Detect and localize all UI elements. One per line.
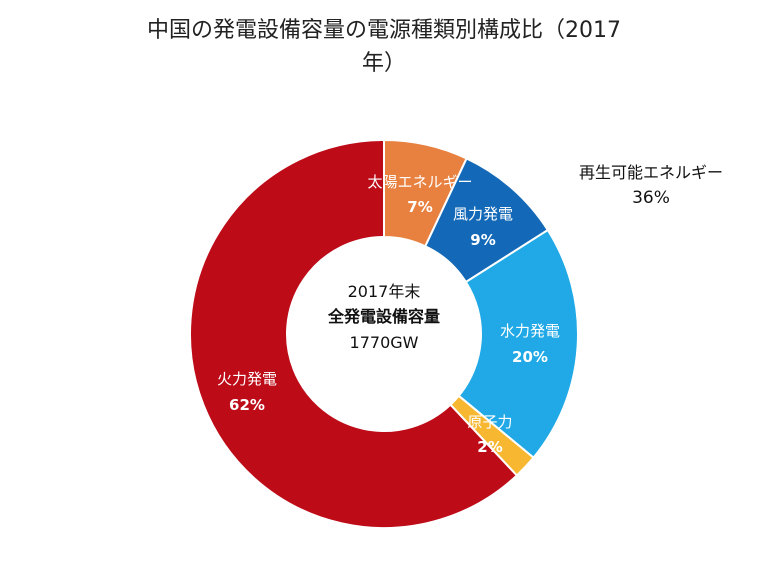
slice-2 [457,228,579,460]
slice-2-name-label: 水力発電 [500,322,560,340]
slice-3-value-label: 2% [477,438,502,456]
slices-group [189,138,579,529]
slice-4-name-label: 火力発電 [217,370,277,388]
slice-2-value-label: 20% [512,348,548,366]
slice-0-value-label: 7% [407,198,432,216]
chart-title-line2: 年） [361,51,406,76]
center-label-total: 1770GW [350,333,419,352]
slice-1-value-label: 9% [470,231,495,249]
slice-4-value-label: 62% [229,396,265,414]
slice-1-name-label: 風力発電 [453,205,513,223]
slice-3-name-label: 原子力 [467,413,512,431]
chart-title: 中国の発電設備容量の電源種類別構成比（2017 年） [0,14,768,80]
slice-0-name-label: 太陽エネルギー [367,173,472,191]
chart-title-line1: 中国の発電設備容量の電源種類別構成比（2017 [147,18,621,43]
center-label-title: 全発電設備容量 [327,307,440,326]
center-label-year: 2017年末 [348,282,421,301]
slice-4 [189,138,519,529]
slice-labels-group: 太陽エネルギー 7% 風力発電 9% 水力発電 20% 原子力 2% 火力発電 62% [217,173,560,456]
renewable-annotation-value: 36% [632,188,670,208]
renewable-annotation-label: 再生可能エネルギー [579,163,723,182]
